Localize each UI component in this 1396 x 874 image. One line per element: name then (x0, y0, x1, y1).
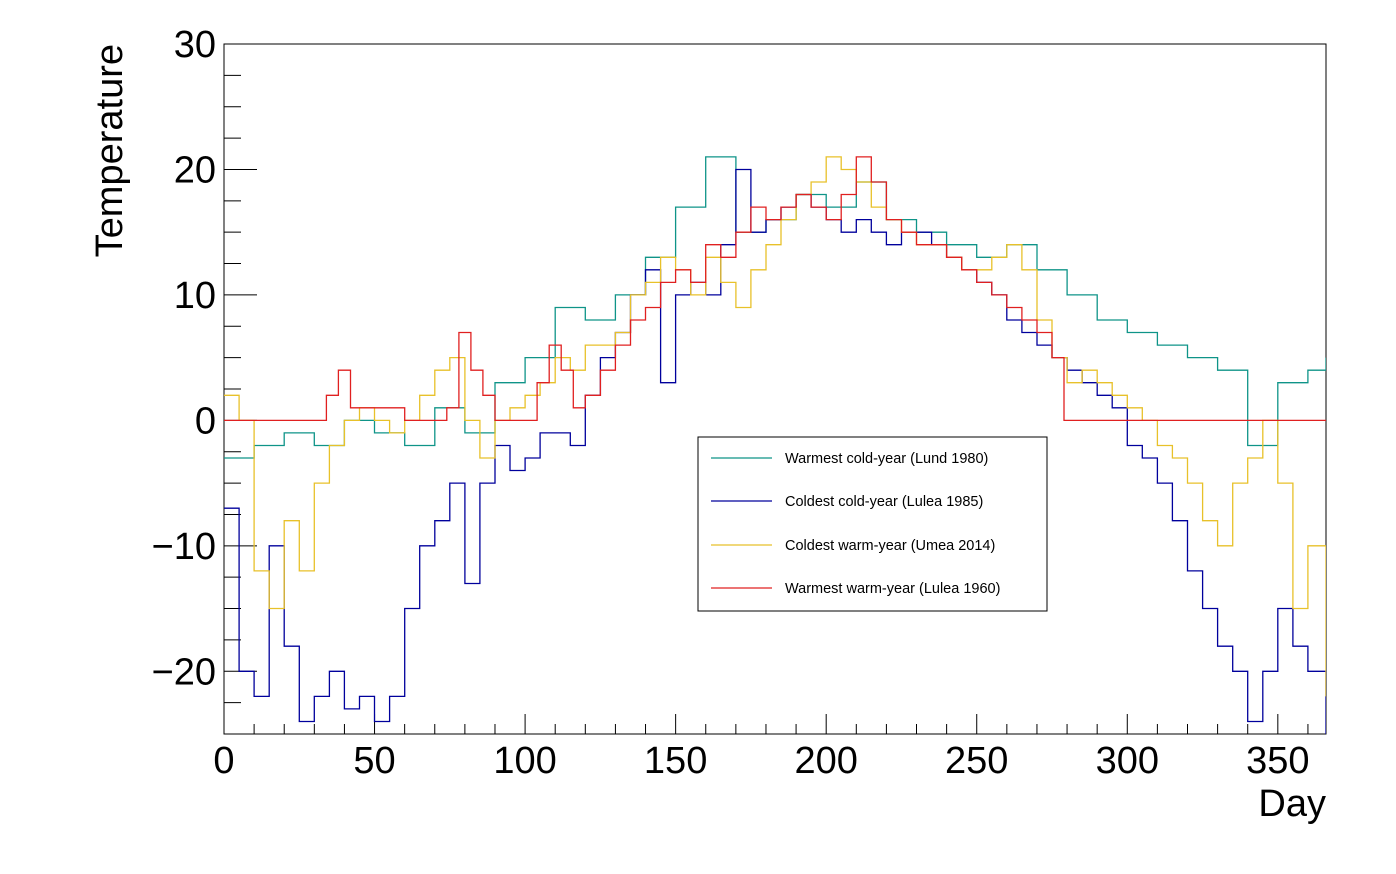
legend-entry-label: Warmest warm-year (Lulea 1960) (785, 581, 1000, 597)
x-axis-label: Day (1258, 783, 1326, 825)
legend-entry-label: Coldest cold-year (Lulea 1985) (785, 494, 983, 510)
x-tick-label: 0 (213, 740, 234, 782)
series-line-1 (224, 156, 1326, 459)
x-tick-label: 250 (945, 740, 1008, 782)
legend-box (697, 436, 1048, 612)
x-tick-label: 200 (794, 740, 857, 782)
legend-entry-label: Coldest warm-year (Umea 2014) (785, 538, 995, 554)
x-tick-label: 50 (353, 740, 395, 782)
y-tick-label: 0 (195, 400, 216, 442)
y-axis-label: Temperature (89, 44, 131, 257)
x-tick-label: 150 (644, 740, 707, 782)
series-line-4 (224, 156, 1326, 422)
plot-frame (223, 43, 1327, 735)
x-tick-label: 300 (1096, 740, 1159, 782)
series-line-3 (224, 156, 1326, 697)
y-tick-label: 20 (174, 149, 216, 191)
x-tick-label: 350 (1246, 740, 1309, 782)
series-layer (224, 156, 1326, 734)
y-tick-label: −20 (152, 651, 216, 693)
legend: Warmest cold-year (Lund 1980) Coldest col… (697, 436, 1048, 612)
x-tick-label: 100 (493, 740, 556, 782)
y-tick-label: −10 (152, 526, 216, 568)
x-axis-ticks: 0 50 100 150 200 250 300 350 (213, 714, 1310, 782)
y-axis-ticks: −20 −10 0 10 20 30 (152, 24, 257, 735)
y-tick-label: 30 (174, 24, 216, 66)
legend-entry-label: Warmest cold-year (Lund 1980) (785, 451, 988, 467)
y-tick-label: 10 (174, 275, 216, 317)
